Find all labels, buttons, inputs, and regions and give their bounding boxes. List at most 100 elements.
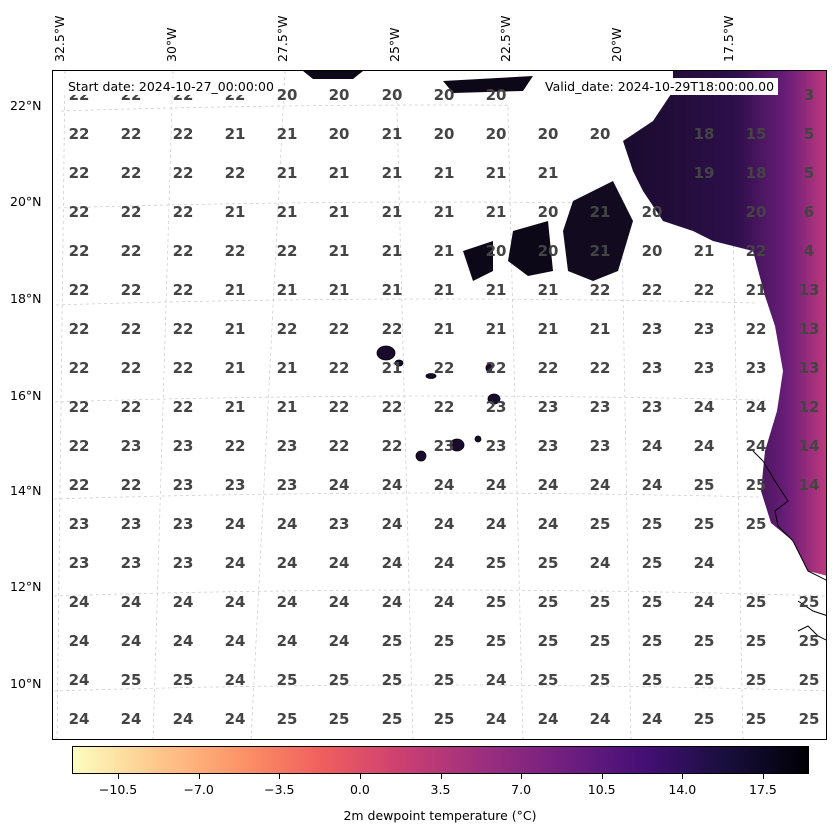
dewpoint-value: 22 [276,320,298,338]
dewpoint-value: 25 [381,632,403,650]
dewpoint-value: 25 [745,671,767,689]
dewpoint-value: 25 [693,476,715,494]
dewpoint-value: 25 [381,710,403,728]
dewpoint-value: 25 [120,671,142,689]
dewpoint-value: 24 [693,554,715,572]
dewpoint-value: 22 [68,125,90,143]
colorbar-tick [601,774,603,779]
start-date-label: Start date: 2024-10-27_00:00:00 [64,78,278,95]
dewpoint-value: 25 [745,593,767,611]
colorbar-tick-label: 0.0 [349,782,370,797]
dewpoint-value: 23 [68,515,90,533]
dewpoint-value: 24 [641,476,663,494]
dewpoint-value: 24 [485,671,507,689]
dewpoint-value: 22 [328,398,350,416]
dewpoint-value: 22 [120,242,142,260]
dewpoint-value: 21 [485,164,507,182]
dewpoint-value: 22 [485,359,507,377]
dewpoint-value: 22 [172,359,194,377]
dewpoint-value: 25 [172,671,194,689]
dewpoint-value: 23 [641,320,663,338]
dewpoint-value: 23 [120,437,142,455]
dewpoint-value: 24 [537,515,559,533]
dewpoint-value: 22 [537,359,559,377]
dewpoint-value: 24 [68,593,90,611]
dewpoint-value: 25 [641,554,663,572]
dewpoint-value: 22 [433,359,455,377]
dewpoint-value: 21 [224,398,246,416]
dewpoint-value: 25 [641,632,663,650]
dewpoint-value: 23 [276,476,298,494]
dewpoint-value: 22 [68,164,90,182]
map-panel: 22 22 22 22 20 20 20 20 20 3 22 22 22 21 21 20 21 20 20 20 2… [52,70,827,740]
dewpoint-value: 20 [745,203,767,221]
dewpoint-value: 23 [641,398,663,416]
dewpoint-value: 20 [485,125,507,143]
dewpoint-value: 23 [693,359,715,377]
colorbar [72,746,809,774]
dewpoint-value: 23 [641,359,663,377]
dewpoint-value: 23 [172,515,194,533]
colorbar-tick [279,774,281,779]
dewpoint-value: 22 [120,476,142,494]
dewpoint-value: 25 [328,710,350,728]
dewpoint-value: 25 [589,515,611,533]
dewpoint-value: 21 [381,164,403,182]
dewpoint-value: 23 [120,515,142,533]
dewpoint-value: 21 [224,281,246,299]
dewpoint-value: 19 [693,164,715,182]
dewpoint-value: 24 [120,710,142,728]
dewpoint-value: 22 [381,398,403,416]
dewpoint-value: 6 [803,203,815,221]
dewpoint-value: 24 [693,593,715,611]
dewpoint-value: 20 [589,125,611,143]
dewpoint-value: 24 [381,515,403,533]
dewpoint-value: 20 [328,125,350,143]
dewpoint-value: 21 [276,164,298,182]
dewpoint-value: 13 [798,281,820,299]
dewpoint-value: 21 [745,281,767,299]
dewpoint-value: 21 [328,281,350,299]
dewpoint-value: 21 [485,320,507,338]
dewpoint-value: 25 [798,671,820,689]
dewpoint-value: 23 [589,437,611,455]
dewpoint-value: 22 [120,164,142,182]
dewpoint-value: 20 [641,242,663,260]
dewpoint-value: 24 [172,593,194,611]
dewpoint-value: 22 [381,437,403,455]
latitude-label: 16°N [10,388,42,403]
dewpoint-value: 21 [328,203,350,221]
dewpoint-value: 22 [120,359,142,377]
dewpoint-value: 25 [745,710,767,728]
colorbar-tick-label: −10.5 [98,782,138,797]
dewpoint-value: 23 [172,476,194,494]
dewpoint-value: 25 [381,671,403,689]
colorbar-title: 2m dewpoint temperature (°C) [343,808,537,823]
dewpoint-value: 22 [172,164,194,182]
dewpoint-value: 24 [68,671,90,689]
dewpoint-value: 24 [172,632,194,650]
longitude-label: 17.5°W [721,15,736,62]
dewpoint-value: 18 [693,125,715,143]
dewpoint-value: 25 [485,554,507,572]
dewpoint-value: 24 [224,632,246,650]
dewpoint-value: 23 [276,437,298,455]
dewpoint-value: 24 [224,515,246,533]
colorbar-tick [682,774,684,779]
dewpoint-value: 25 [798,632,820,650]
dewpoint-value: 25 [433,632,455,650]
dewpoint-value: 23 [485,437,507,455]
dewpoint-value: 22 [172,320,194,338]
dewpoint-value: 22 [381,320,403,338]
dewpoint-value: 21 [381,125,403,143]
dewpoint-value: 20 [328,86,350,104]
dewpoint-value: 21 [433,242,455,260]
dewpoint-value: 25 [589,632,611,650]
dewpoint-value: 22 [172,398,194,416]
dewpoint-value: 23 [68,554,90,572]
dewpoint-value: 5 [803,125,815,143]
dewpoint-value: 21 [224,320,246,338]
latitude-label: 18°N [10,291,42,306]
dewpoint-value: 22 [172,125,194,143]
colorbar-tick [521,774,523,779]
